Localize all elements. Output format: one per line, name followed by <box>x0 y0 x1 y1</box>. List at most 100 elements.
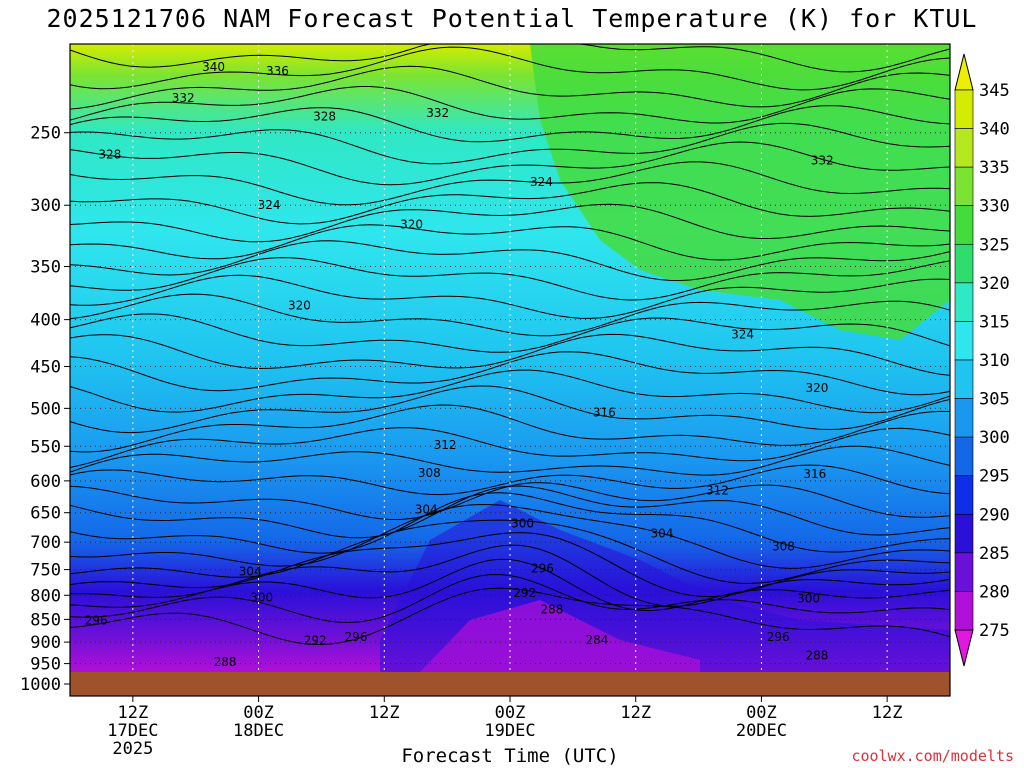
colorbar-tick-label: 335 <box>979 158 1010 178</box>
contour-label: 332 <box>811 153 834 167</box>
y-tick-label: 650 <box>30 504 61 524</box>
contour-line <box>69 558 951 612</box>
colorbar-segment <box>954 321 974 361</box>
y-tick-label: 600 <box>30 472 61 492</box>
warm-upper-region <box>530 44 950 340</box>
contour-line <box>69 492 951 554</box>
chart-title: 2025121706 NAM Forecast Potential Temper… <box>46 4 978 33</box>
y-tick-label: 1000 <box>20 675 61 695</box>
colorbar-tick-label: 300 <box>979 428 1010 448</box>
x-tick-label: 18DEC <box>233 721 284 741</box>
contour-label: 316 <box>803 467 826 481</box>
contour-label: 288 <box>805 649 828 663</box>
colorbar-tick-label: 285 <box>979 544 1010 564</box>
contour-label: 312 <box>706 484 729 498</box>
colorbar-segment <box>954 475 974 515</box>
contour-line <box>69 105 951 143</box>
grid-lines <box>70 44 950 672</box>
colorbar-tick-label: 325 <box>979 235 1010 255</box>
contour-label: 324 <box>731 327 754 341</box>
x-tick-label: 12Z <box>117 703 148 723</box>
contour-label: 304 <box>650 527 673 541</box>
contour-line <box>69 257 951 301</box>
contour-label: 332 <box>426 106 449 120</box>
colorbar-segment <box>954 591 974 631</box>
contour-label: 324 <box>258 198 281 212</box>
y-tick-label: 300 <box>30 196 61 216</box>
x-tick-label: 00Z <box>495 703 526 723</box>
contour-label: 300 <box>511 517 534 531</box>
colorbar-segment <box>954 128 974 168</box>
colorbar-top-arrow <box>954 53 974 91</box>
x-tick-label: 17DEC <box>107 721 158 741</box>
contour-label: 296 <box>531 562 554 576</box>
colorbar: 345 340 335 330 325 320 315 310 305 300 295 290 285 2… <box>954 53 1010 667</box>
colorbar-segment <box>954 552 974 592</box>
contour-label: 304 <box>239 565 262 579</box>
contour-line <box>69 333 951 376</box>
contour-label: 332 <box>172 91 195 105</box>
coldest-region <box>420 600 700 672</box>
colorbar-segment <box>954 398 974 438</box>
contour-label: 320 <box>288 298 311 312</box>
y-tick-label: 550 <box>30 437 61 457</box>
contour-label: 296 <box>345 630 368 644</box>
ground <box>70 672 950 696</box>
colorbar-tick-label: 290 <box>979 505 1010 525</box>
contour-line <box>69 427 951 468</box>
contour-line <box>69 519 951 584</box>
contour-label: 320 <box>400 218 423 232</box>
contour-line <box>69 404 951 453</box>
contour-line <box>69 573 951 624</box>
contour-line <box>69 203 951 243</box>
x-tick-label: 12Z <box>872 703 903 723</box>
y-tick-label: 900 <box>30 633 61 653</box>
contour-line <box>69 274 951 319</box>
x-axis-label: Forecast Time (UTC) <box>401 745 619 767</box>
y-tick-label: 400 <box>30 311 61 331</box>
contour-line <box>69 182 951 225</box>
x-tick-label: 12Z <box>620 703 651 723</box>
colorbar-tick-label: 330 <box>979 197 1010 217</box>
colorbar-tick-label: 315 <box>979 312 1010 332</box>
y-tick-label: 850 <box>30 610 61 630</box>
contour-label: 296 <box>85 613 108 627</box>
contour-line <box>69 161 951 206</box>
contour-label: 308 <box>772 540 795 554</box>
colorbar-tick-label: 340 <box>979 120 1010 140</box>
x-tick-label: 19DEC <box>484 721 535 741</box>
y-tick-label: 350 <box>30 258 61 278</box>
contour-label: 300 <box>797 592 820 606</box>
colorbar-tick-label: 310 <box>979 351 1010 371</box>
contour-line <box>69 240 951 282</box>
contour-label: 292 <box>513 586 536 600</box>
colorbar-tick-label: 305 <box>979 390 1010 410</box>
contour-label: 340 <box>202 60 225 74</box>
colorbar-tick-label: 320 <box>979 274 1010 294</box>
colorbar-tick-label: 275 <box>979 621 1010 641</box>
x-tick-label: 12Z <box>369 703 400 723</box>
contour-label: 288 <box>214 655 237 669</box>
colorbar-segment <box>954 282 974 322</box>
contour-label: 300 <box>250 591 273 605</box>
contour-line <box>69 385 951 434</box>
contour-line <box>69 369 951 414</box>
x-tick-label: 20DEC <box>736 721 787 741</box>
contour-labels: 340 336 332 332 332 328 328 324 324 324 320 320 320 3… <box>85 60 834 669</box>
x-tick-label: 2025 <box>112 739 153 759</box>
credit-link[interactable]: coolwx.com/modelts <box>851 747 1014 765</box>
y-tick-label: 750 <box>30 561 61 581</box>
contour-line <box>69 445 951 476</box>
contour-label: 328 <box>313 110 336 124</box>
colorbar-segment <box>954 89 974 129</box>
contour-label: 284 <box>585 633 608 647</box>
y-tick-label: 250 <box>30 124 61 144</box>
contour-line <box>69 532 951 598</box>
contour-line <box>69 86 951 124</box>
y-tick-label: 700 <box>30 533 61 553</box>
colorbar-segment <box>954 205 974 245</box>
colorbar-tick-label: 280 <box>979 582 1010 602</box>
colorbar-tick-label: 295 <box>979 467 1010 487</box>
